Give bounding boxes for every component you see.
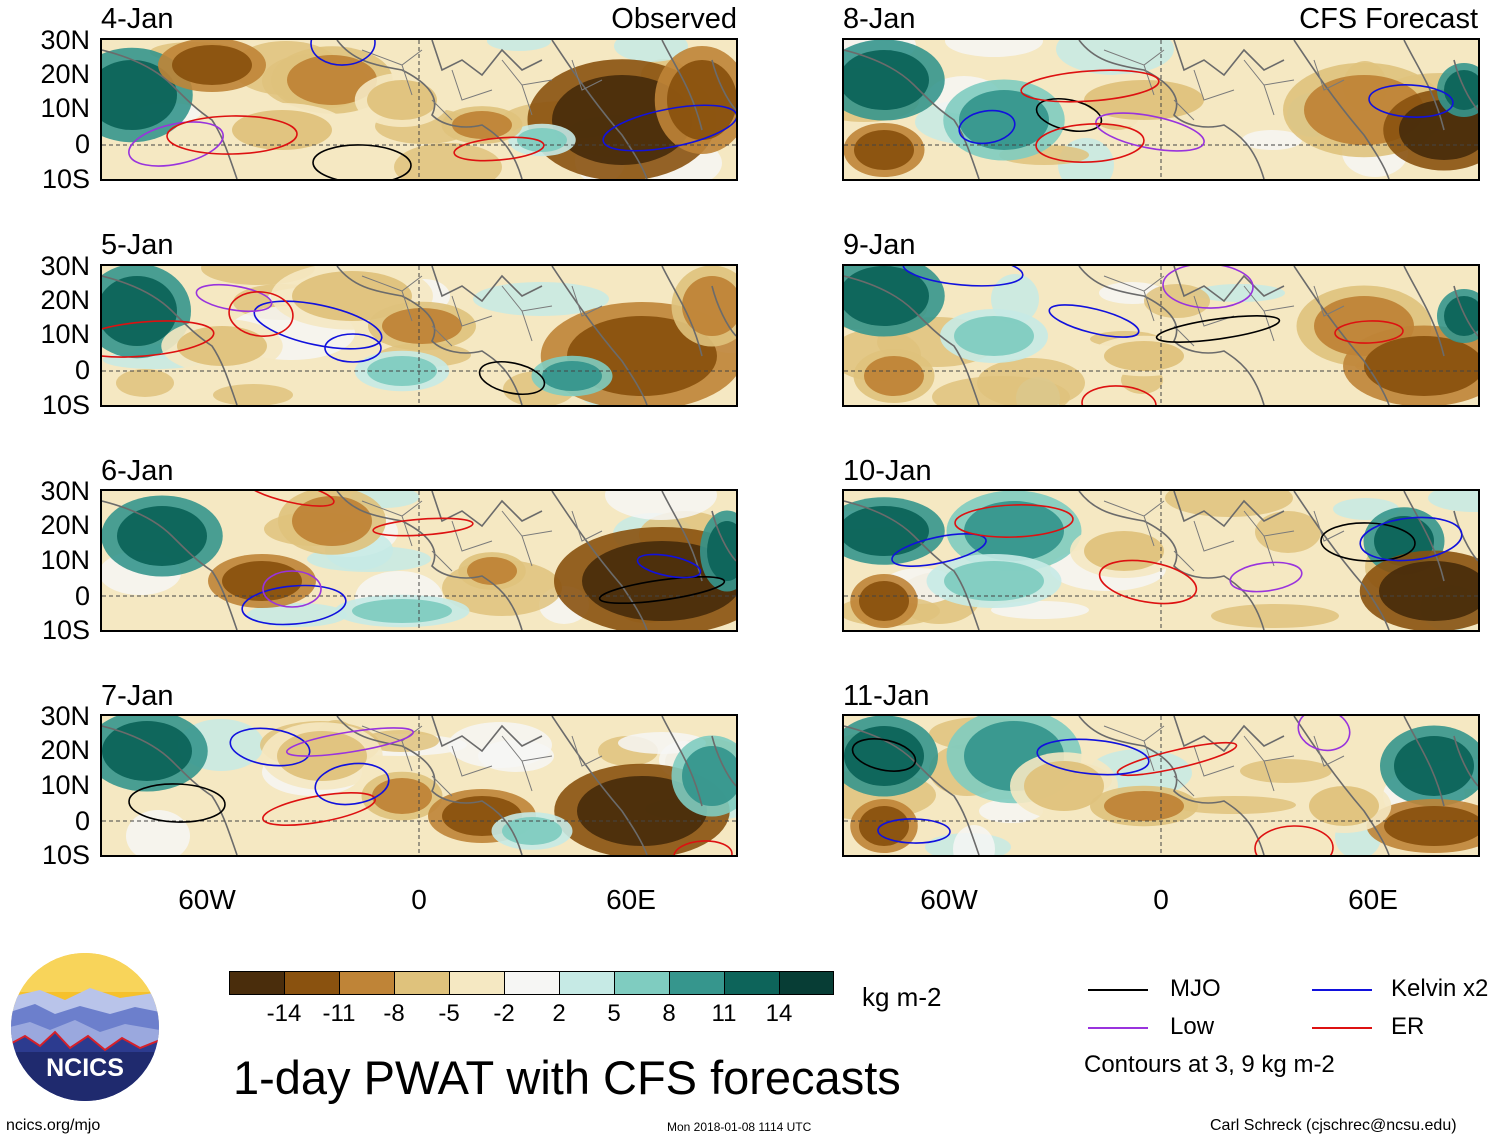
map-panel-observed-4 (100, 714, 738, 857)
legend-mjo-line (1088, 989, 1148, 991)
lat-label: 20N (40, 59, 90, 89)
lat-label: 10S (41, 840, 90, 870)
colorbar-tick-label: -11 (322, 1000, 356, 1027)
colorbar-swatch (395, 972, 450, 994)
logo-text: NCICS (46, 1054, 124, 1082)
legend-low-line (1088, 1027, 1148, 1029)
lat-label: 30N (40, 25, 90, 55)
lat-label: 20N (40, 510, 90, 540)
colorbar-swatch (725, 972, 780, 994)
lat-label: 30N (40, 476, 90, 506)
map-panel-forecast-4 (842, 714, 1480, 857)
panel-date-label: 10-Jan (843, 455, 932, 487)
lat-label: 0 (74, 581, 90, 611)
panel-date-label: 8-Jan (843, 3, 916, 35)
lon-label: 60E (606, 884, 656, 915)
map-panel-observed-2 (100, 264, 738, 407)
colorbar-tick-label: -8 (383, 1000, 405, 1027)
colorbar-swatch (450, 972, 505, 994)
lon-label: 60W (178, 884, 236, 915)
colorbar-swatch (230, 972, 285, 994)
lat-label: 20N (40, 735, 90, 765)
lat-label: 10S (41, 390, 90, 420)
forecast-title: CFS Forecast (1299, 3, 1478, 35)
panel-date-label: 5-Jan (101, 229, 174, 261)
map-panel-forecast-2 (842, 264, 1480, 407)
map-panel-forecast-3 (842, 489, 1480, 632)
colorbar-tick-label: 5 (607, 1000, 621, 1027)
map-panel-observed-1 (100, 38, 738, 181)
panel-date-label: 11-Jan (843, 680, 930, 712)
legend-er-label: ER (1391, 1013, 1425, 1040)
lat-label: 30N (40, 251, 90, 281)
lon-label: 60E (1348, 884, 1398, 915)
colorbar-tick-label: 8 (662, 1000, 676, 1027)
lat-label: 10S (41, 164, 90, 194)
footer-author: Carl Schreck (cjschrec@ncsu.edu) (1210, 1117, 1457, 1134)
lat-label: 30N (40, 701, 90, 731)
colorbar-swatch (615, 972, 670, 994)
colorbar-swatch (560, 972, 615, 994)
ncics-logo: NCICS (10, 952, 160, 1102)
colorbar (229, 971, 834, 995)
legend-kelvin-line (1312, 989, 1372, 991)
legend-contour-note: Contours at 3, 9 kg m-2 (1084, 1051, 1335, 1078)
panel-date-label: 6-Jan (101, 455, 174, 487)
lat-label: 0 (74, 806, 90, 836)
lat-label: 10S (41, 615, 90, 645)
colorbar-swatch (285, 972, 340, 994)
lon-label: 0 (1153, 884, 1169, 915)
legend-kelvin-label: Kelvin x2 (1391, 975, 1489, 1002)
lat-label: 0 (74, 129, 90, 159)
observed-title: Observed (611, 3, 737, 35)
colorbar-swatch (340, 972, 395, 994)
colorbar-tick-label: 14 (765, 1000, 793, 1027)
panel-date-label: 4-Jan (101, 3, 174, 35)
legend-er-line (1312, 1027, 1372, 1029)
colorbar-tick-label: -2 (493, 1000, 515, 1027)
map-panel-forecast-1 (842, 38, 1480, 181)
lat-label: 0 (74, 355, 90, 385)
footer-website-link[interactable]: ncics.org/mjo (6, 1117, 101, 1134)
colorbar-swatch (780, 972, 833, 994)
lat-label: 10N (40, 319, 90, 349)
lon-label: 0 (411, 884, 427, 915)
lat-label: 10N (40, 545, 90, 575)
legend-low-label: Low (1170, 1013, 1215, 1040)
lat-label: 10N (40, 770, 90, 800)
panel-date-label: 7-Jan (101, 680, 174, 712)
legend-mjo-label: MJO (1170, 975, 1221, 1002)
main-title: 1-day PWAT with CFS forecasts (233, 1051, 901, 1104)
colorbar-tick-label: -5 (438, 1000, 460, 1027)
lon-label: 60W (920, 884, 978, 915)
colorbar-tick-label: 2 (552, 1000, 566, 1027)
footer-timestamp: Mon 2018-01-08 1114 UTC (667, 1120, 812, 1134)
colorbar-units: kg m-2 (862, 982, 942, 1012)
colorbar-swatch (505, 972, 560, 994)
colorbar-tick-label: -14 (266, 1000, 302, 1027)
colorbar-tick-label: 11 (711, 1000, 737, 1027)
lat-label: 20N (40, 285, 90, 315)
panel-date-label: 9-Jan (843, 229, 916, 261)
colorbar-swatch (670, 972, 725, 994)
map-panel-observed-3 (100, 489, 738, 632)
lat-label: 10N (40, 93, 90, 123)
